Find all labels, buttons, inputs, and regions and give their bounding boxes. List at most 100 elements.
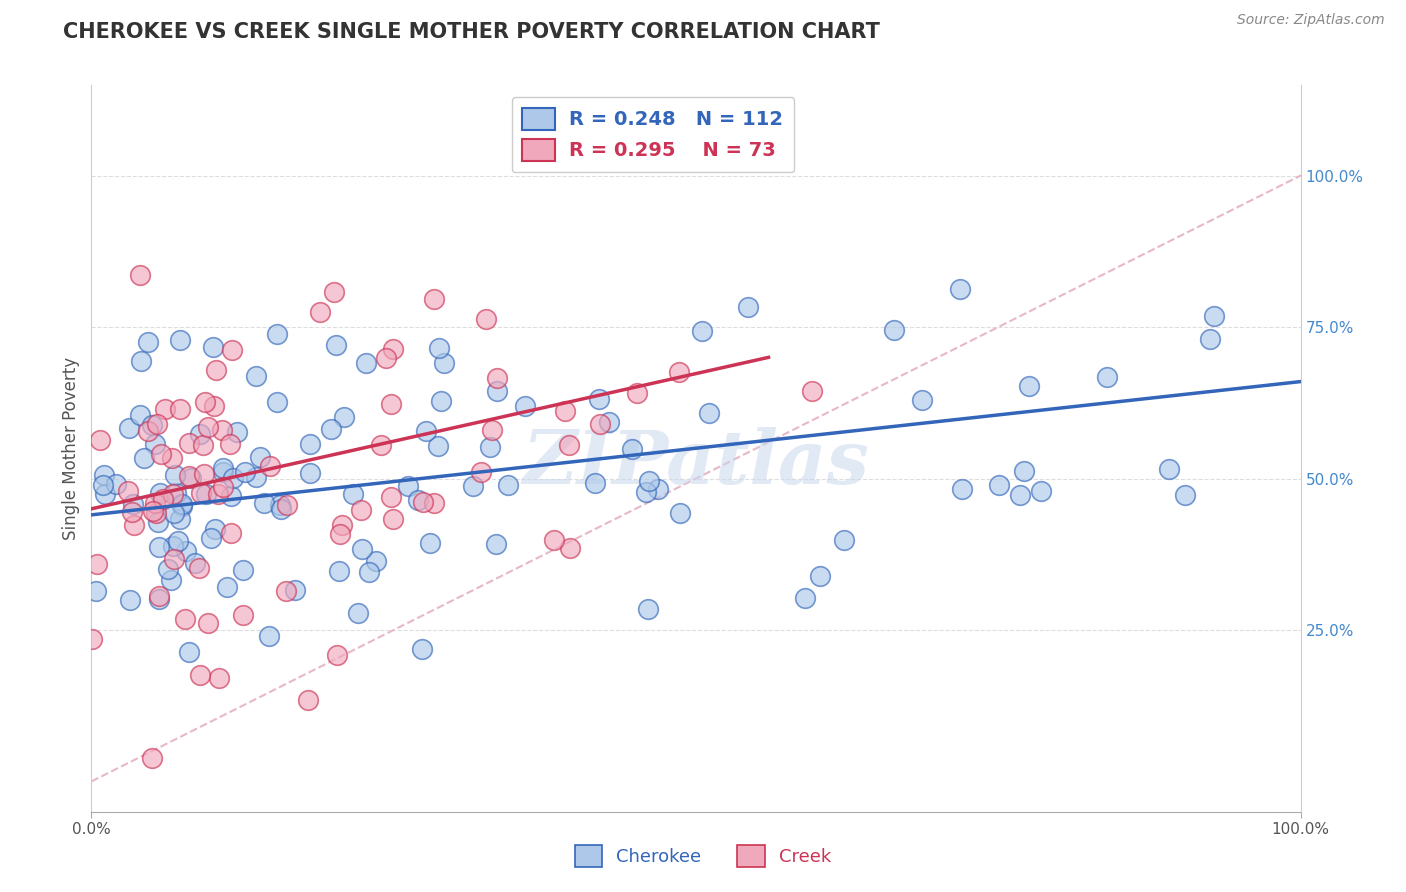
Point bbox=[636, 485, 658, 500]
Point bbox=[232, 563, 254, 577]
Point bbox=[381, 342, 404, 356]
Point bbox=[1199, 332, 1222, 346]
Point bbox=[794, 591, 817, 606]
Point bbox=[169, 401, 191, 416]
Point bbox=[423, 495, 446, 509]
Point bbox=[89, 434, 111, 448]
Point bbox=[162, 540, 184, 554]
Point bbox=[332, 409, 354, 424]
Point bbox=[328, 564, 350, 578]
Point bbox=[1018, 378, 1040, 392]
Point bbox=[484, 537, 506, 551]
Point bbox=[93, 468, 115, 483]
Point bbox=[145, 417, 167, 431]
Point bbox=[620, 442, 643, 457]
Point bbox=[626, 386, 648, 401]
Point bbox=[356, 356, 378, 370]
Point bbox=[481, 423, 503, 437]
Point bbox=[145, 506, 167, 520]
Point bbox=[987, 478, 1010, 492]
Point bbox=[145, 436, 167, 450]
Point bbox=[253, 495, 276, 509]
Point bbox=[204, 522, 226, 536]
Point bbox=[172, 499, 194, 513]
Point bbox=[167, 534, 190, 549]
Point bbox=[637, 602, 659, 616]
Point bbox=[149, 486, 172, 500]
Point bbox=[326, 648, 349, 662]
Point bbox=[330, 518, 353, 533]
Point bbox=[202, 399, 225, 413]
Text: CHEROKEE VS CREEK SINGLE MOTHER POVERTY CORRELATION CHART: CHEROKEE VS CREEK SINGLE MOTHER POVERTY … bbox=[63, 22, 880, 42]
Point bbox=[347, 607, 370, 621]
Point bbox=[266, 327, 288, 342]
Point bbox=[668, 506, 690, 520]
Point bbox=[950, 483, 973, 497]
Point bbox=[193, 467, 215, 482]
Point bbox=[160, 573, 183, 587]
Point bbox=[269, 498, 291, 512]
Point bbox=[808, 569, 831, 583]
Point bbox=[319, 422, 342, 436]
Point bbox=[169, 333, 191, 347]
Point bbox=[364, 554, 387, 568]
Point bbox=[211, 465, 233, 479]
Point bbox=[647, 482, 669, 496]
Point bbox=[169, 512, 191, 526]
Point bbox=[138, 334, 160, 349]
Point bbox=[148, 589, 170, 603]
Point bbox=[470, 465, 492, 479]
Point bbox=[558, 437, 581, 451]
Point bbox=[322, 285, 344, 299]
Point bbox=[245, 369, 267, 384]
Point bbox=[380, 490, 402, 504]
Point bbox=[177, 645, 200, 659]
Point bbox=[211, 423, 233, 437]
Point bbox=[515, 399, 537, 413]
Point bbox=[415, 425, 437, 439]
Point bbox=[146, 515, 169, 529]
Point bbox=[308, 305, 330, 319]
Point bbox=[218, 437, 240, 451]
Point bbox=[163, 552, 186, 566]
Point bbox=[297, 692, 319, 706]
Point bbox=[266, 395, 288, 409]
Point bbox=[598, 416, 620, 430]
Point bbox=[257, 629, 280, 643]
Point bbox=[117, 484, 139, 499]
Point bbox=[188, 667, 211, 681]
Point bbox=[249, 450, 271, 465]
Point bbox=[162, 451, 184, 466]
Point bbox=[554, 403, 576, 417]
Point bbox=[406, 493, 429, 508]
Point bbox=[94, 486, 117, 500]
Point bbox=[396, 479, 419, 493]
Point bbox=[245, 470, 267, 484]
Point bbox=[138, 424, 160, 438]
Point bbox=[463, 479, 485, 493]
Point bbox=[737, 300, 759, 314]
Point bbox=[329, 527, 352, 541]
Point bbox=[485, 371, 508, 385]
Point bbox=[588, 417, 610, 431]
Point bbox=[191, 438, 214, 452]
Point bbox=[212, 480, 235, 494]
Point bbox=[1204, 309, 1226, 323]
Point bbox=[195, 487, 218, 501]
Point bbox=[86, 557, 108, 571]
Point bbox=[697, 406, 720, 420]
Point bbox=[668, 365, 690, 379]
Point bbox=[188, 560, 211, 574]
Point bbox=[370, 437, 392, 451]
Point bbox=[194, 394, 217, 409]
Point bbox=[149, 446, 172, 460]
Point bbox=[800, 384, 823, 398]
Point bbox=[423, 293, 446, 307]
Point bbox=[121, 505, 143, 519]
Point bbox=[412, 495, 434, 509]
Point bbox=[163, 468, 186, 483]
Point bbox=[122, 517, 145, 532]
Point bbox=[426, 439, 449, 453]
Point bbox=[141, 751, 163, 765]
Point bbox=[638, 474, 661, 488]
